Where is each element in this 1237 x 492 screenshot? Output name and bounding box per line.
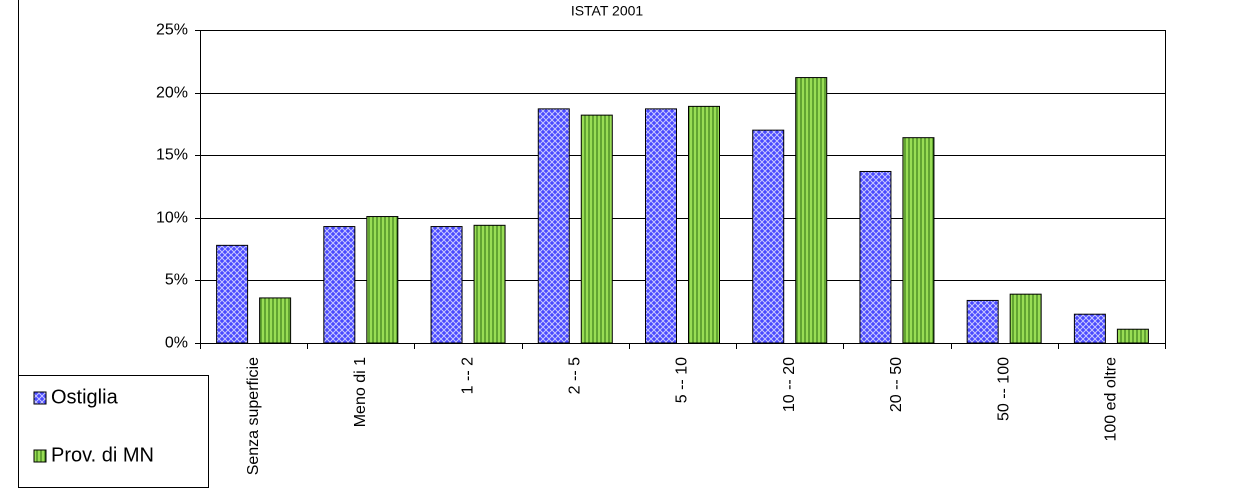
x-tick-label: Senza superficie [245,357,262,475]
y-tick-label: 0% [165,335,188,352]
bar [795,77,828,344]
y-tick-label: 10% [156,210,188,227]
x-tick-label: Meno di 1 [352,357,369,427]
legend-swatch [33,449,47,463]
bar [1116,328,1149,344]
legend [18,375,209,488]
bar [323,226,356,344]
bar [645,108,677,344]
x-tick-label: 20 -- 50 [888,357,905,412]
legend-label: Prov. di MN [51,444,154,466]
bar [473,224,506,344]
bar [537,108,570,344]
bar [366,216,399,344]
chart-title: ISTAT 2001 [571,3,644,19]
x-tick-label: 50 -- 100 [995,357,1012,421]
x-tick-label: 5 -- 10 [674,357,691,403]
bar [902,137,935,344]
y-tick-label: 25% [156,22,188,39]
bar [966,299,999,344]
bar [1009,293,1042,344]
x-tick-label: 10 -- 20 [781,357,798,412]
legend-label: Ostiglia [51,386,119,408]
bar [580,114,613,344]
bar [688,105,720,344]
x-tick-label: 1 -- 2 [459,357,476,394]
y-tick-label: 20% [156,85,188,102]
bar [216,244,249,344]
bar [1073,313,1106,344]
bar [752,129,785,344]
y-tick-label: 5% [165,272,188,289]
legend-swatch [33,391,47,405]
x-tick-label: 100 ed oltre [1103,357,1120,442]
y-tick-label: 15% [156,147,188,164]
bar [259,297,292,344]
x-tick-label: 2 -- 5 [566,357,583,394]
bar [859,170,892,344]
bar [430,226,463,344]
